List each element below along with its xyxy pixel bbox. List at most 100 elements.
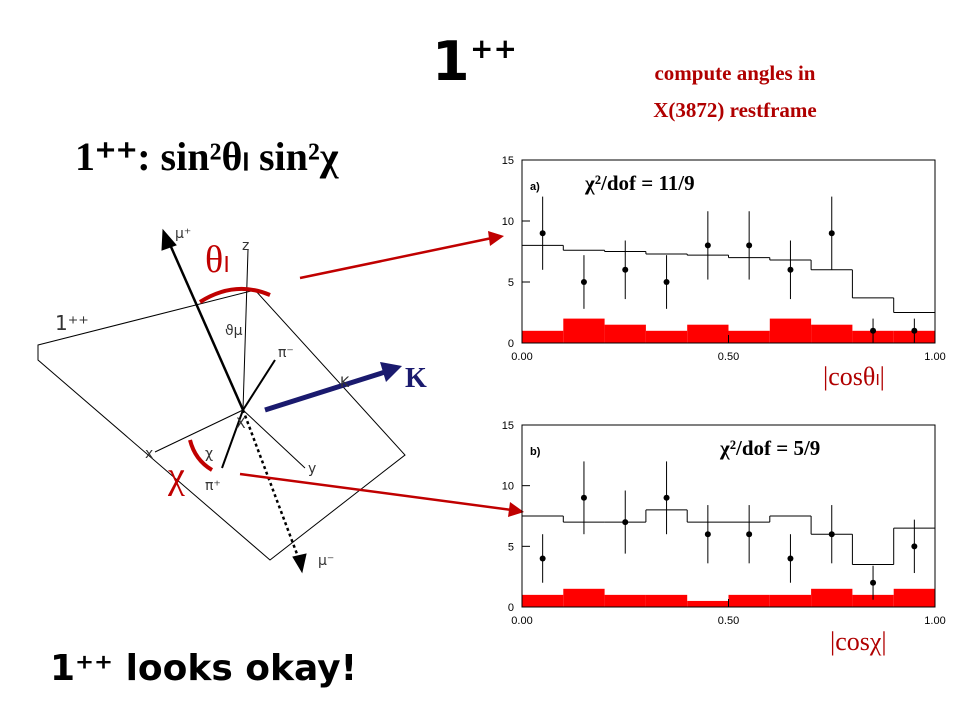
k-arrow [264, 369, 386, 413]
background-bar [687, 600, 729, 607]
pi-minus-arrow [242, 359, 276, 411]
data-point [870, 327, 877, 334]
background-bar [687, 324, 729, 343]
background-bar [604, 594, 646, 607]
data-point [870, 579, 877, 586]
x-axis [154, 409, 244, 453]
diagram-label: y [308, 461, 316, 477]
background-bar [769, 594, 812, 607]
background-bar [852, 594, 894, 607]
data-point [787, 555, 794, 562]
arrow-head [380, 362, 402, 382]
note: compute angles in [654, 61, 815, 85]
diagram-label: μ⁻ [318, 553, 334, 569]
x-axis-label: |cosχ| [830, 627, 887, 656]
x-axis-label: |cosθₗ| [823, 362, 885, 391]
data-point [539, 230, 546, 237]
chart-annotation: χ²/dof = 11/9 [584, 171, 695, 195]
link-arrow [239, 472, 513, 512]
arrow-head [508, 502, 524, 517]
data-point [622, 519, 629, 526]
background-bar [811, 588, 853, 607]
background-bar [604, 324, 646, 343]
theta-arc [198, 286, 271, 304]
data-point [828, 230, 835, 237]
diagram-label: x [145, 446, 153, 462]
data-point [622, 266, 629, 273]
background-bar [645, 330, 688, 343]
y-tick-label: 5 [508, 277, 514, 289]
x-tick-label: 0.50 [718, 351, 739, 363]
conclusion: 1⁺⁺ looks okay! [50, 648, 357, 689]
diagram-label: μ⁺ [175, 226, 191, 242]
chi-arc [188, 439, 214, 472]
diagram-label: z [242, 238, 249, 254]
diagram-label: 1⁺⁺ [55, 311, 89, 335]
x-tick-label: 1.00 [924, 615, 945, 627]
note: X(3872) restframe [653, 98, 816, 122]
background-bar [728, 330, 770, 343]
data-point [911, 327, 918, 334]
decay-diagram [37, 228, 524, 574]
diagram-label: χ [205, 446, 213, 462]
formula: 1⁺⁺: sin²θₗ sin²χ [75, 134, 339, 179]
diagram-label: K [340, 375, 350, 391]
y-tick-label: 5 [508, 541, 514, 553]
y-tick-label: 10 [502, 216, 514, 228]
data-point [539, 555, 546, 562]
data-point [828, 531, 835, 538]
data-point [704, 531, 711, 538]
plot-frame [521, 159, 936, 344]
chi-label: χ [167, 455, 185, 497]
y-tick-label: 10 [502, 481, 514, 493]
data-point [663, 494, 670, 501]
panel-label: b) [530, 446, 541, 458]
z-axis [242, 249, 249, 411]
diagram-label: X [236, 416, 246, 432]
y-tick-label: 0 [508, 338, 514, 350]
k-label: K [405, 363, 427, 394]
chart-annotation: χ²/dof = 5/9 [719, 436, 820, 460]
data-point [704, 242, 711, 249]
y-axis [242, 409, 306, 469]
data-point [580, 494, 587, 501]
theta-label: θₗ [205, 239, 230, 281]
data-point [746, 242, 753, 249]
data-point [663, 279, 670, 285]
mu-minus-arrow [241, 409, 302, 563]
slide-title: 1 [432, 30, 470, 93]
background-bar [893, 588, 935, 607]
y-tick-label: 0 [508, 602, 514, 614]
panel-label: a) [530, 181, 540, 193]
mu-plus-arrow [166, 239, 245, 411]
data-point [787, 266, 794, 273]
background-bar [563, 318, 605, 343]
x-tick-label: 0.50 [718, 615, 739, 627]
arrow-head [161, 228, 177, 251]
x-tick-label: 0.00 [511, 351, 532, 363]
data-point [580, 279, 587, 285]
background-bar [645, 594, 688, 607]
background-bar [811, 324, 853, 343]
y-tick-label: 15 [502, 155, 514, 167]
data-point [746, 531, 753, 538]
link-arrow [299, 236, 493, 280]
background-bar [728, 594, 770, 607]
slide-title-sup: ++ [470, 32, 517, 65]
y-tick-label: 15 [502, 420, 514, 432]
arrow-head [292, 553, 307, 574]
x-tick-label: 1.00 [924, 351, 945, 363]
background-bar [769, 318, 812, 343]
arrow-head [488, 231, 504, 246]
diagram-label: π⁻ [278, 345, 294, 361]
diagram-label: ϑμ [225, 323, 243, 339]
decay-plane [37, 289, 406, 561]
pi-plus-arrow [221, 409, 244, 469]
data-point [911, 543, 918, 550]
background-bar [522, 594, 564, 607]
x-tick-label: 0.00 [511, 615, 532, 627]
background-bar [563, 588, 605, 607]
diagram-label: π⁺ [205, 478, 221, 494]
